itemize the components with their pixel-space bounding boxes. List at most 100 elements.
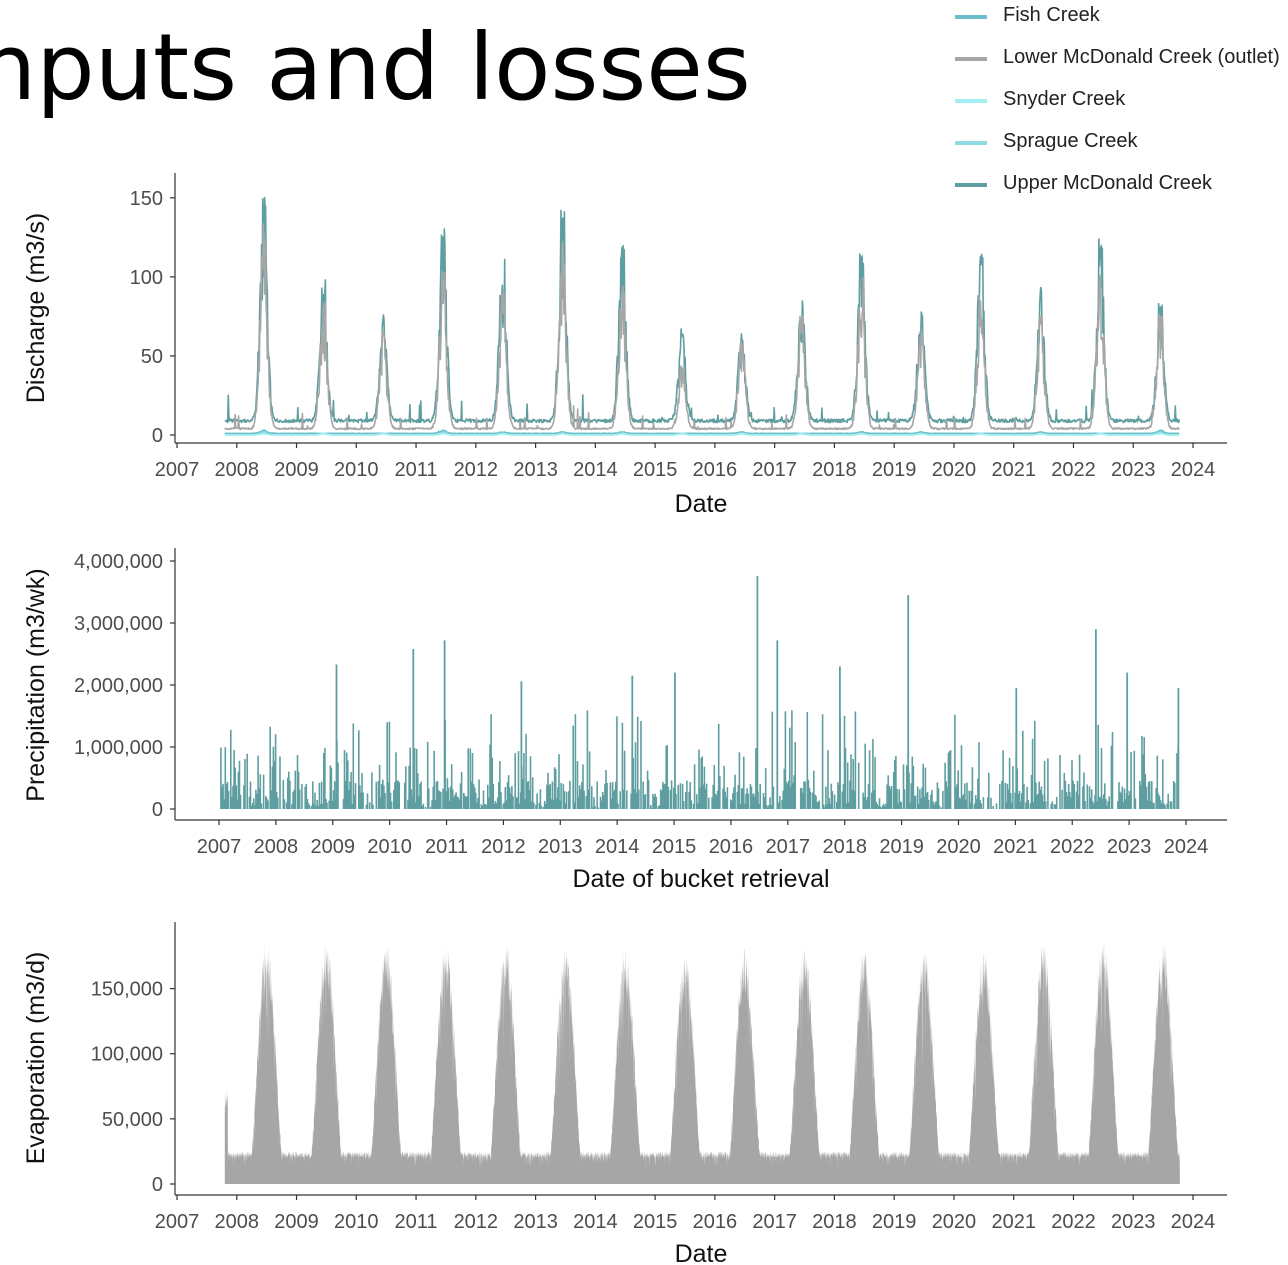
legend-swatch bbox=[955, 141, 987, 145]
precip-bar bbox=[345, 752, 348, 809]
y-tick-label: 1,000,000 bbox=[74, 737, 163, 759]
precip-bar bbox=[813, 770, 815, 809]
precip-bar bbox=[724, 791, 726, 809]
precip-bar bbox=[296, 755, 299, 809]
precip-bar bbox=[1064, 780, 1067, 809]
precip-bar bbox=[1124, 799, 1127, 809]
precip-bar bbox=[1061, 789, 1063, 809]
precip-bar bbox=[1008, 757, 1011, 809]
panel-0-axes: 0 50 100 150 2007 2008 2009 2010 2011 2012 2013 201… bbox=[22, 173, 1227, 518]
precip-bar bbox=[1155, 788, 1157, 809]
precip-peak-bar bbox=[520, 681, 523, 809]
precip-bar bbox=[875, 802, 877, 809]
precip-bar bbox=[463, 792, 465, 809]
precip-bar bbox=[827, 750, 829, 809]
precip-bar bbox=[657, 806, 660, 809]
precip-bar bbox=[576, 761, 579, 809]
precip-bar bbox=[557, 787, 559, 809]
precip-peak-bar bbox=[631, 675, 634, 809]
precip-bar bbox=[540, 806, 543, 809]
precip-bar bbox=[876, 804, 879, 809]
precip-bar bbox=[693, 764, 696, 809]
precip-bar bbox=[469, 748, 472, 809]
precip-bar bbox=[564, 803, 567, 809]
precip-bar bbox=[968, 790, 970, 809]
x-tick-label: 2007 bbox=[155, 1211, 200, 1233]
precip-bar bbox=[260, 803, 263, 809]
precip-bar bbox=[403, 782, 406, 809]
precip-bar bbox=[267, 800, 269, 809]
precip-bar bbox=[922, 763, 924, 809]
precip-bar bbox=[1105, 799, 1107, 809]
precip-bar bbox=[231, 796, 233, 809]
precip-bar bbox=[1020, 793, 1023, 809]
precip-bar bbox=[313, 804, 315, 809]
precip-bar bbox=[1111, 731, 1114, 809]
precip-bar bbox=[1145, 786, 1148, 809]
precip-bar bbox=[771, 711, 774, 809]
precip-bar bbox=[696, 794, 698, 809]
precip-bar bbox=[1162, 759, 1164, 809]
y-tick-label: 100 bbox=[130, 267, 163, 289]
precip-bar bbox=[930, 794, 932, 809]
precip-bar bbox=[308, 804, 311, 809]
precip-bar bbox=[330, 767, 333, 809]
precip-bar bbox=[510, 793, 512, 809]
precip-bar bbox=[1092, 801, 1094, 809]
precip-bar bbox=[594, 806, 596, 809]
precip-bar bbox=[731, 800, 733, 809]
precip-bar bbox=[964, 783, 966, 809]
precip-bar bbox=[554, 769, 557, 809]
precip-bar bbox=[449, 786, 452, 809]
precip-bar bbox=[616, 716, 618, 809]
precip-bar bbox=[1012, 766, 1014, 809]
x-tick-label: 2009 bbox=[274, 1211, 319, 1233]
precip-bar bbox=[258, 788, 260, 809]
precip-bar bbox=[495, 803, 498, 809]
precip-bar bbox=[642, 781, 644, 809]
precip-bar bbox=[415, 749, 418, 809]
x-tick-label: 2015 bbox=[633, 1211, 678, 1233]
legend-swatch bbox=[955, 15, 987, 19]
precip-bar bbox=[1086, 784, 1089, 809]
precip-bar bbox=[833, 794, 836, 809]
precip-bar bbox=[938, 805, 941, 809]
precip-bar bbox=[1140, 784, 1142, 809]
panel-2-axes: 0 50,000 100,000 150,000 2007 2008 2009 2010 201… bbox=[22, 922, 1227, 1265]
precip-bar bbox=[1120, 793, 1122, 809]
precip-bar bbox=[697, 803, 699, 809]
x-tick-label: 2013 bbox=[538, 836, 583, 858]
precip-bar bbox=[421, 806, 423, 809]
precip-bar bbox=[489, 744, 491, 809]
precip-bar bbox=[324, 747, 326, 809]
precip-bar bbox=[941, 807, 943, 809]
precip-bar bbox=[844, 747, 847, 809]
precip-bar bbox=[955, 787, 957, 809]
precip-bar bbox=[809, 791, 812, 809]
y-tick-label: 150 bbox=[130, 188, 163, 210]
precip-bar bbox=[269, 726, 271, 809]
evaporation-bars-group bbox=[224, 941, 1180, 1184]
precip-bar bbox=[970, 790, 973, 809]
precip-bar bbox=[454, 794, 456, 809]
series-line-fish-creek bbox=[224, 429, 1180, 435]
precip-bar bbox=[553, 767, 556, 809]
precip-bar bbox=[522, 778, 524, 809]
precip-bar bbox=[836, 801, 838, 809]
precip-bar bbox=[927, 799, 930, 809]
precip-bar bbox=[615, 781, 617, 809]
precip-bar bbox=[866, 797, 869, 809]
precip-bar bbox=[1106, 805, 1108, 809]
precip-bar bbox=[896, 788, 898, 809]
precip-bar bbox=[747, 793, 749, 809]
precip-bar bbox=[903, 789, 906, 809]
x-tick-label: 2011 bbox=[395, 1211, 438, 1233]
precip-bar bbox=[289, 780, 291, 809]
legend-label: Fish Creek bbox=[1003, 4, 1100, 26]
precip-bar bbox=[655, 796, 658, 809]
precip-peak-bar bbox=[1177, 688, 1180, 809]
precip-bar bbox=[323, 753, 325, 809]
y-axis-title: Precipitation (m3/wk) bbox=[22, 568, 50, 801]
precip-bar bbox=[669, 789, 672, 809]
precip-bar bbox=[828, 798, 830, 809]
